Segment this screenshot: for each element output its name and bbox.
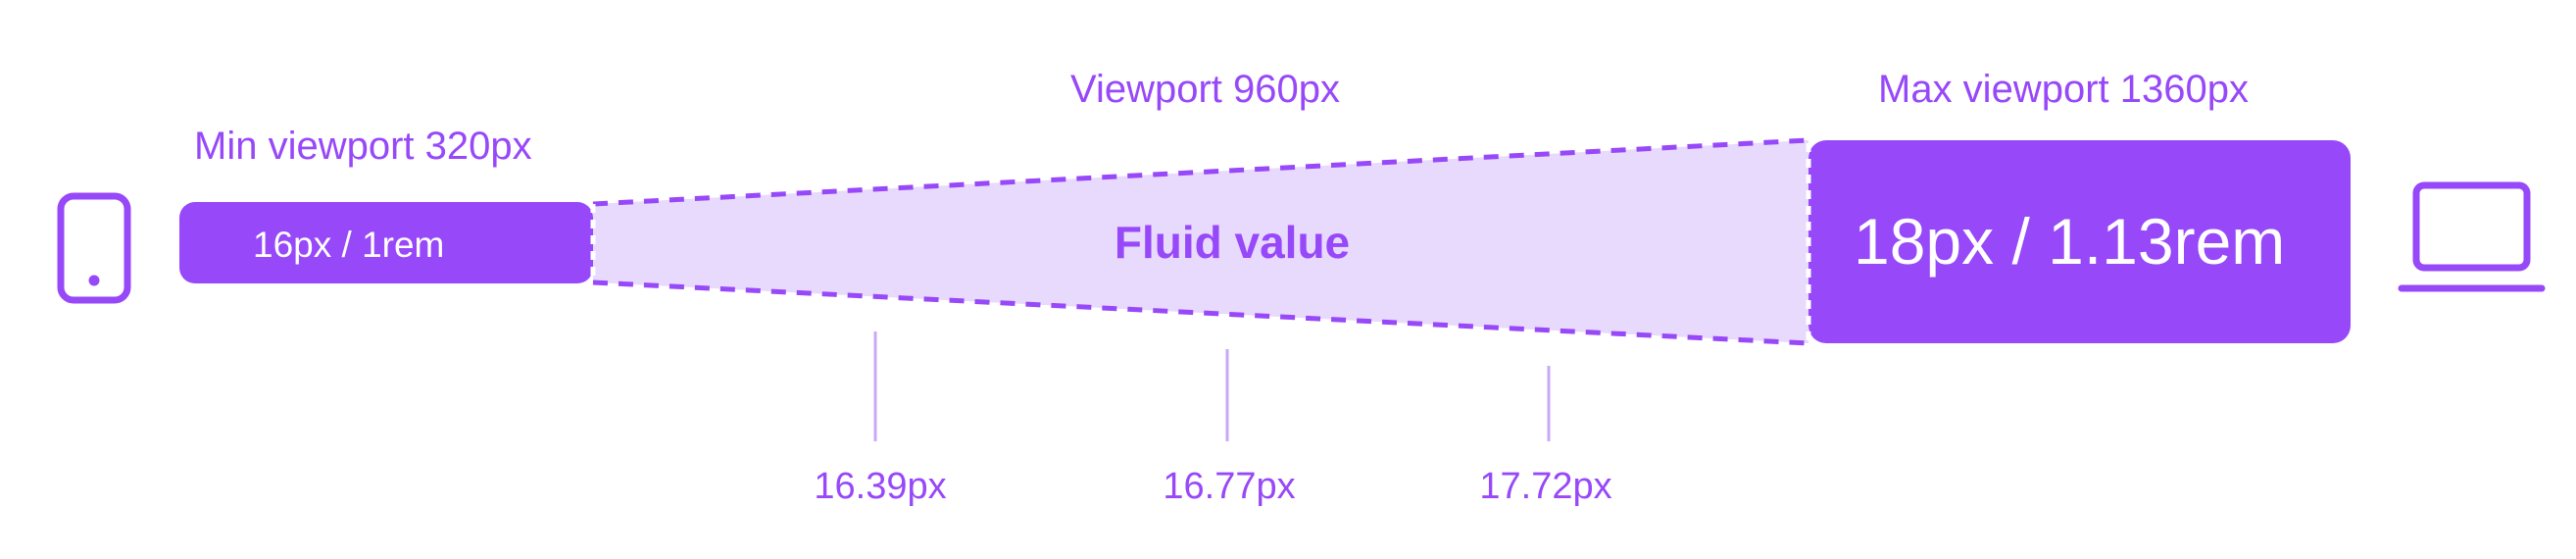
viewport-label: Viewport 960px	[1070, 68, 1340, 111]
tick-label-1: 16.39px	[814, 466, 947, 507]
fluid-value-label: Fluid value	[1114, 217, 1351, 268]
max-viewport-label: Max viewport 1360px	[1878, 68, 2249, 111]
min-value-box	[179, 202, 593, 283]
max-value-label: 18px / 1.13rem	[1854, 205, 2286, 278]
tick-label-2: 16.77px	[1163, 466, 1296, 507]
fluid-region	[593, 140, 1808, 343]
tick-label-3: 17.72px	[1479, 466, 1612, 507]
max-value-box	[1808, 140, 2351, 343]
min-viewport-label: Min viewport 320px	[194, 125, 532, 168]
phone-icon	[57, 192, 131, 304]
min-value-label: 16px / 1rem	[253, 225, 445, 265]
laptop-icon	[2398, 181, 2546, 292]
